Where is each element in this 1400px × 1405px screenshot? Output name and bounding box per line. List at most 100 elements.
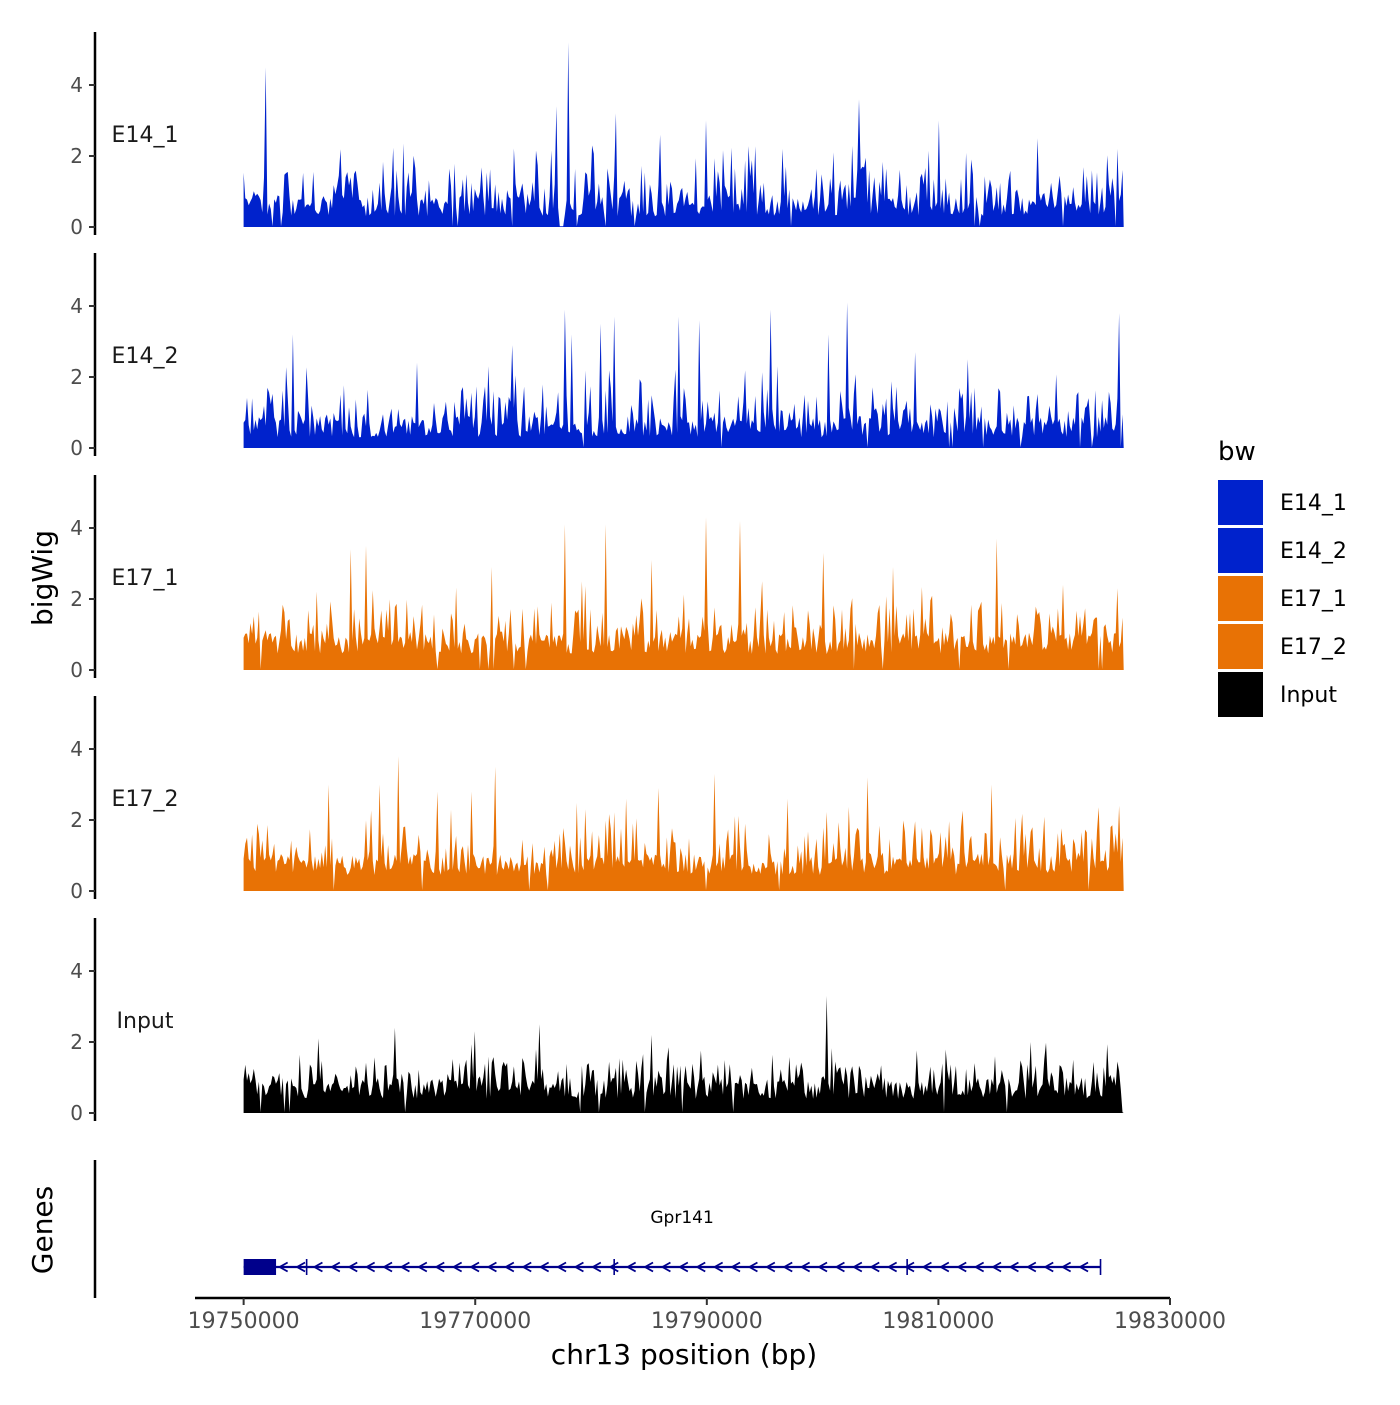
legend-swatch xyxy=(1218,576,1263,621)
legend-label: E14_2 xyxy=(1280,539,1347,564)
track-Input: 0 2 4 Input xyxy=(70,918,1124,1125)
legend-title: bw xyxy=(1218,437,1256,467)
strand-arrow xyxy=(677,1261,689,1273)
strand-arrow xyxy=(538,1261,550,1273)
legend-label: E17_1 xyxy=(1280,587,1347,612)
signal-area xyxy=(243,995,1124,1113)
y-tick-label: 0 xyxy=(70,879,83,903)
tracks-layer: 0 2 4 E14_1 0 2 4 E14_2 0 2 4 E17_1 0 2 4 E17_2 0 2 4 Input xyxy=(70,32,1124,1125)
y-axis-title: bigWig xyxy=(26,530,59,626)
strand-arrow xyxy=(956,1261,967,1273)
strand-arrow xyxy=(347,1261,358,1273)
strand-arrow xyxy=(1025,1261,1037,1273)
signal-area xyxy=(243,517,1124,670)
strand-arrow xyxy=(434,1261,445,1273)
strand-arrow xyxy=(556,1261,567,1273)
signal-area xyxy=(243,756,1124,891)
strand-arrow xyxy=(312,1261,323,1273)
strand-arrow xyxy=(799,1261,811,1273)
strand-arrow xyxy=(747,1261,758,1273)
track-label: E14_2 xyxy=(112,344,179,369)
y-tick-label: 4 xyxy=(70,959,83,983)
strand-arrow xyxy=(904,1261,915,1273)
strand-arrow xyxy=(782,1261,793,1273)
strand-arrow xyxy=(1078,1261,1089,1273)
strand-arrow xyxy=(695,1261,706,1273)
x-tick-label: 19750000 xyxy=(188,1309,300,1334)
signal-area xyxy=(243,42,1124,228)
strand-arrow xyxy=(590,1261,602,1273)
legend-swatch xyxy=(1218,480,1263,525)
track-E14_2: 0 2 4 E14_2 xyxy=(70,253,1124,460)
genes-layer: Gpr141 xyxy=(93,1160,1102,1298)
y-tick-label: 2 xyxy=(70,365,83,389)
y-tick-label: 2 xyxy=(70,1030,83,1054)
strand-arrow xyxy=(1008,1261,1019,1273)
legend-label: E17_2 xyxy=(1280,635,1347,660)
gene-model: Gpr141 xyxy=(243,1208,1102,1275)
y-tick-label: 4 xyxy=(70,516,83,540)
strand-arrow xyxy=(730,1261,741,1273)
x-tick-label: 19810000 xyxy=(882,1309,994,1334)
track-label: E17_1 xyxy=(112,566,179,591)
legend-label: Input xyxy=(1280,683,1337,708)
strand-arrow xyxy=(1043,1261,1054,1273)
strand-arrow xyxy=(608,1261,619,1273)
strand-arrow xyxy=(329,1261,341,1273)
strand-arrow xyxy=(817,1261,828,1273)
strand-arrow xyxy=(451,1261,463,1273)
strand-arrow xyxy=(625,1261,637,1273)
y-tick-label: 4 xyxy=(70,73,83,97)
y-tick-label: 0 xyxy=(70,436,83,460)
signal-area xyxy=(243,302,1124,448)
y-tick-label: 2 xyxy=(70,587,83,611)
strand-arrow xyxy=(521,1261,532,1273)
y-tick-label: 0 xyxy=(70,215,83,239)
y-tick-label: 2 xyxy=(70,144,83,168)
strand-arrow xyxy=(834,1261,845,1273)
strand-arrow xyxy=(382,1261,393,1273)
strand-arrow xyxy=(503,1261,515,1273)
strand-arrow xyxy=(364,1261,376,1273)
strand-arrow xyxy=(295,1261,306,1273)
gene-name-label: Gpr141 xyxy=(650,1208,713,1228)
legend-label: E14_1 xyxy=(1280,491,1347,516)
track-label: E14_1 xyxy=(112,123,179,148)
y-tick-label: 0 xyxy=(70,658,83,682)
strand-arrow xyxy=(886,1261,898,1273)
x-tick-label: 19830000 xyxy=(1114,1309,1226,1334)
strand-arrow xyxy=(869,1261,880,1273)
strand-arrow xyxy=(486,1261,497,1273)
gene-exon xyxy=(243,1259,277,1275)
strand-arrow xyxy=(660,1261,671,1273)
strand-arrow xyxy=(764,1261,776,1273)
x-axis: 19750000 19770000 19790000 19810000 19830000 xyxy=(188,1296,1226,1334)
y-tick-label: 4 xyxy=(70,737,83,761)
strand-arrow xyxy=(973,1261,985,1273)
legend-swatch xyxy=(1218,672,1263,717)
strand-arrow xyxy=(643,1261,654,1273)
x-axis-title: chr13 position (bp) xyxy=(551,1338,817,1371)
strand-arrow xyxy=(712,1261,724,1273)
genes-panel-title: Genes xyxy=(26,1186,59,1274)
strand-arrow xyxy=(991,1261,1002,1273)
strand-arrow xyxy=(938,1261,950,1273)
legend-swatch xyxy=(1218,624,1263,669)
strand-arrow xyxy=(399,1261,410,1273)
y-tick-label: 0 xyxy=(70,1101,83,1125)
strand-arrow xyxy=(573,1261,584,1273)
track-label: Input xyxy=(117,1009,174,1034)
track-E14_1: 0 2 4 E14_1 xyxy=(70,32,1124,239)
strand-arrow xyxy=(851,1261,863,1273)
legend: bw E14_1 E14_2 E17_1 E17_2 Input xyxy=(1218,437,1347,717)
x-tick-label: 19770000 xyxy=(419,1309,531,1334)
strand-arrow xyxy=(921,1261,932,1273)
track-label: E17_2 xyxy=(112,787,179,812)
y-tick-label: 2 xyxy=(70,808,83,832)
track-E17_1: 0 2 4 E17_1 xyxy=(70,475,1124,682)
strand-arrow xyxy=(469,1261,480,1273)
legend-swatch xyxy=(1218,528,1263,573)
track-E17_2: 0 2 4 E17_2 xyxy=(70,696,1124,903)
